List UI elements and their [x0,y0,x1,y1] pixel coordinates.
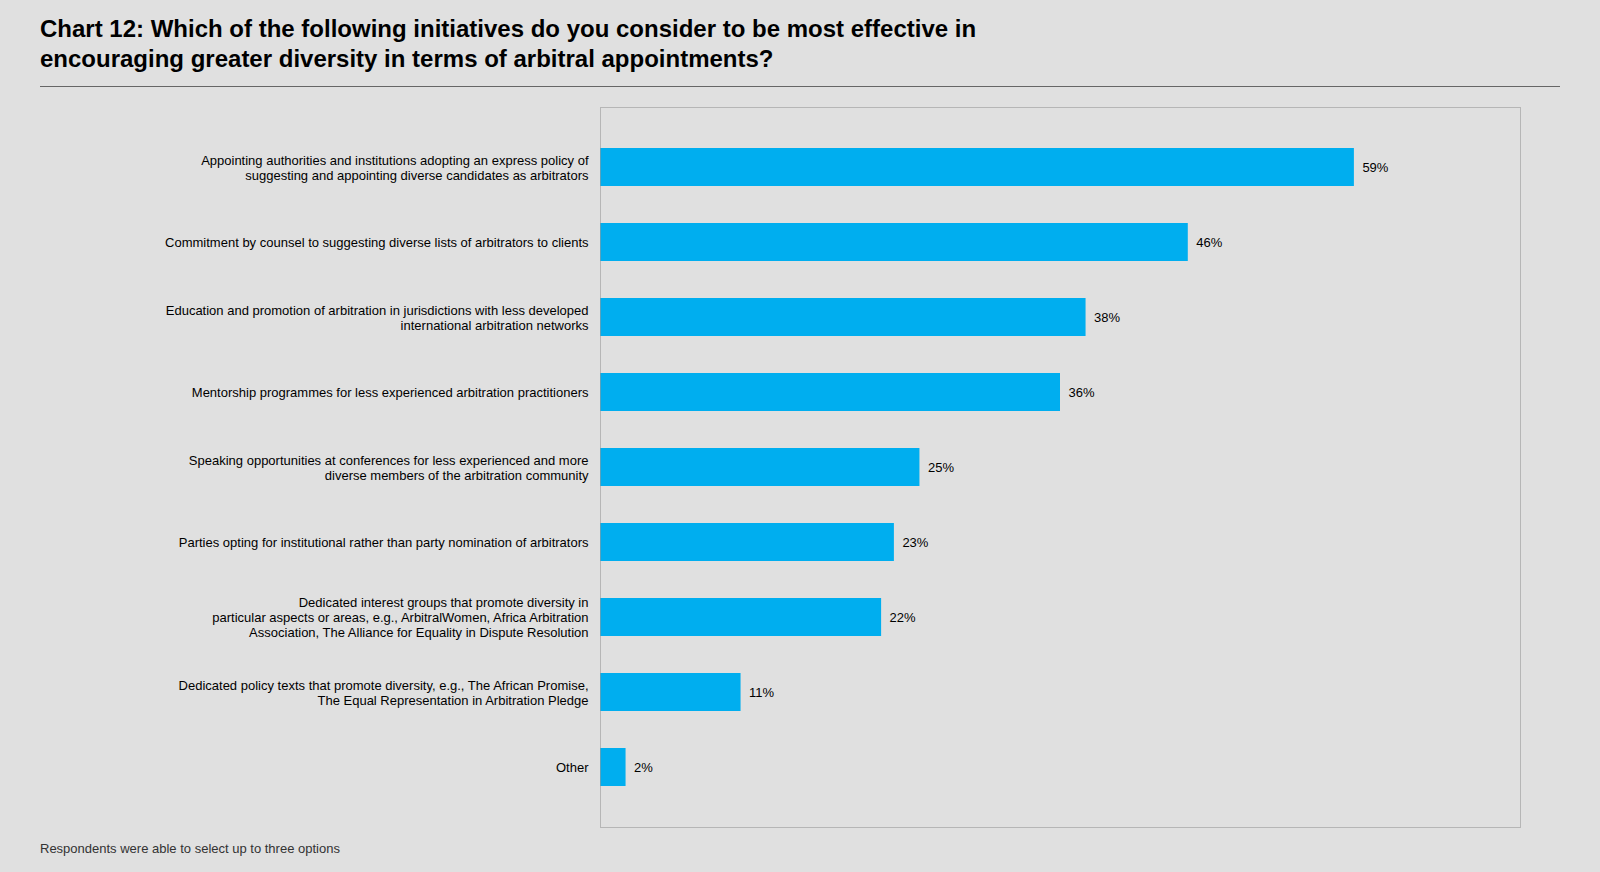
svg-text:Education and promotion of arb: Education and promotion of arbitration i… [166,303,589,333]
svg-text:23%: 23% [902,535,928,550]
svg-text:11%: 11% [749,685,774,700]
svg-text:Appointing authorities and ins: Appointing authorities and institutions … [201,153,589,183]
svg-text:36%: 36% [1069,385,1095,400]
svg-text:Dedicated policy texts that pr: Dedicated policy texts that promote dive… [179,678,589,708]
html-text:Chart 12: Which of the followi: Chart 12: Which of the following initiat… [40,15,977,72]
svg-text:Speaking opportunities at conf: Speaking opportunities at conferences fo… [189,453,589,483]
svg-text:Dedicated interest groups that: Dedicated interest groups that promote d… [212,595,588,640]
svg-text:46%: 46% [1196,235,1222,250]
svg-text:Other: Other [556,760,589,775]
html-text:Respondents were able to selec: Respondents were able to select up to th… [40,841,340,856]
svg-text:Commitment by counsel to sugge: Commitment by counsel to suggesting dive… [165,235,589,250]
svg-text:25%: 25% [928,460,954,475]
svg-text:Parties opting for institution: Parties opting for institutional rather … [179,535,589,550]
svg-text:2%: 2% [634,760,653,775]
svg-text:59%: 59% [1362,160,1388,175]
svg-text:Mentorship programmes for less: Mentorship programmes for less experienc… [192,385,589,400]
svg-text:22%: 22% [890,610,916,625]
svg-text:38%: 38% [1094,310,1120,325]
